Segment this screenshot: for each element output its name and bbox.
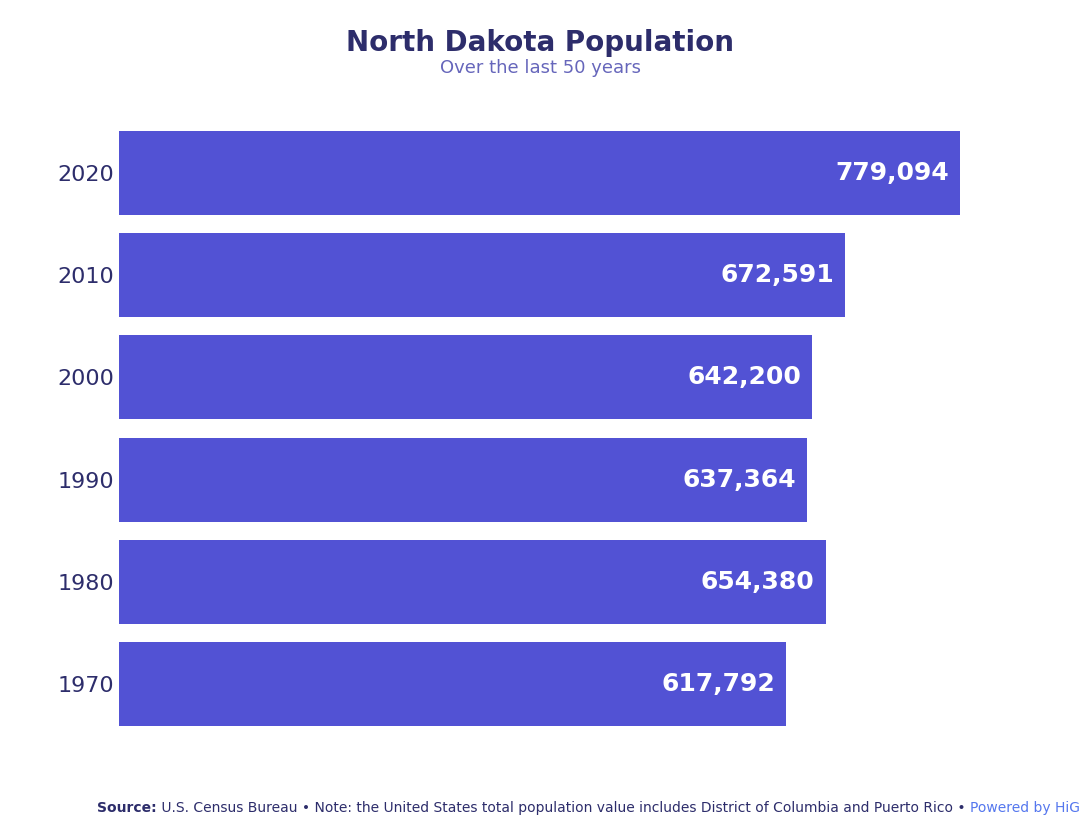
Bar [119,233,846,317]
Text: 672,591: 672,591 [720,263,835,287]
Text: Over the last 50 years: Over the last 50 years [440,59,640,76]
Bar [119,643,786,727]
Text: 654,380: 654,380 [701,570,814,594]
Text: North Dakota Population: North Dakota Population [346,29,734,57]
Text: Source:: Source: [97,801,157,815]
Text: Powered by HiGeorge: Powered by HiGeorge [970,801,1080,815]
Bar [119,130,960,214]
Text: 642,200: 642,200 [688,365,801,389]
Text: 617,792: 617,792 [661,672,775,696]
Bar [119,438,807,522]
Text: 779,094: 779,094 [836,160,949,185]
Text: 637,364: 637,364 [683,468,796,491]
Text: U.S. Census Bureau • Note: the United States total population value includes Dis: U.S. Census Bureau • Note: the United St… [157,801,970,815]
Bar [119,335,812,419]
Bar [119,540,825,624]
